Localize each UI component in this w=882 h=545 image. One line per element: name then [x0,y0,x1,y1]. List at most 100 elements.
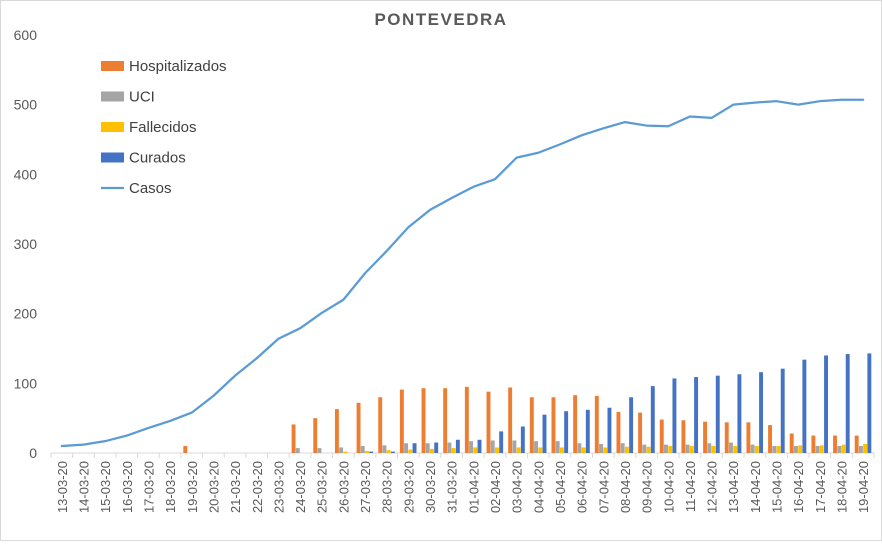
bar-fallecidos [559,447,564,453]
y-tick-label: 300 [14,236,38,252]
bars-layer [183,353,872,453]
bar-curados [369,451,374,453]
bar-fallecidos [516,447,521,453]
bar-fallecidos [581,447,586,453]
line-casos [60,98,865,448]
x-tick-label: 23-03-20 [271,461,286,513]
bar-hospitalizados [681,420,686,453]
legend-label-curados: Curados [129,150,186,167]
x-tick-label: 02-04-20 [488,461,503,513]
bar-hospitalizados [594,395,599,453]
bar-curados [520,426,525,453]
y-tick-label: 400 [14,166,38,182]
x-tick-label: 31-03-20 [445,461,460,513]
x-tick-label: 13-03-20 [55,461,70,513]
bar-curados [650,386,655,453]
x-tick-label: 14-04-20 [748,461,763,513]
bar-hospitalizados [421,388,426,453]
x-tick-label: 26-03-20 [336,461,351,513]
bar-uci [685,444,690,453]
bar-curados [455,439,460,453]
x-tick-label: 19-04-20 [856,461,871,513]
x-tick-label: 03-04-20 [510,461,525,513]
bar-curados [585,409,590,453]
bar-hospitalizados [789,433,794,453]
bar-uci [642,444,647,453]
bar-fallecidos [494,447,499,453]
x-tick-label: 18-04-20 [835,461,850,513]
bar-uci [707,443,712,453]
bar-curados [412,443,417,453]
bar-curados [542,414,547,453]
bar-fallecidos [668,446,673,453]
bar-uci [555,441,560,453]
x-tick-label: 16-04-20 [791,461,806,513]
bar-curados [607,407,612,453]
x-tick-label: 21-03-20 [228,461,243,513]
bar-hospitalizados [183,446,188,453]
bar-hospitalizados [746,422,751,453]
bar-fallecidos [711,446,716,453]
bar-fallecidos [841,444,846,453]
bar-fallecidos [603,447,608,453]
legend-swatch-uci [101,91,124,102]
bar-curados [780,368,785,453]
legend: Hospitalizados UCI Fallecidos Curados Casos [101,58,227,197]
x-tick-label: 10-04-20 [661,461,676,513]
bar-hospitalizados [529,397,534,453]
x-tick-label: 13-04-20 [726,461,741,513]
x-tick-label: 06-04-20 [575,461,590,513]
bar-hospitalizados [486,391,491,453]
bar-fallecidos [451,448,456,453]
x-tick-label: 27-03-20 [358,461,373,513]
bar-fallecidos [646,446,651,453]
bar-curados [477,439,482,453]
legend-label-casos: Casos [129,180,172,197]
bar-uci [620,443,625,453]
bar-fallecidos [408,449,413,453]
bar-uci [360,446,365,453]
x-tick-label: 16-03-20 [120,461,135,513]
bar-hospitalizados [616,411,621,453]
bar-uci [729,442,733,453]
bar-fallecidos [538,447,543,453]
x-tick-label: 08-04-20 [618,461,633,513]
x-tick-label: 20-03-20 [206,461,221,513]
bar-uci [599,443,603,453]
bar-hospitalizados [334,409,339,453]
legend-label-fallecidos: Fallecidos [129,119,197,136]
x-tick-label: 18-03-20 [163,461,178,513]
bar-hospitalizados [551,397,556,453]
y-tick-label: 100 [14,375,38,391]
bar-hospitalizados [291,424,296,453]
bar-fallecidos [473,447,478,453]
bar-hospitalizados [811,435,816,453]
bar-uci [512,440,517,453]
bar-uci [858,446,863,453]
bar-hospitalizados [724,422,729,453]
bar-curados [845,354,850,453]
y-tick-label: 600 [14,27,38,43]
bar-uci [490,440,495,453]
bar-fallecidos [624,446,629,453]
bar-hospitalizados [508,387,513,453]
bar-hospitalizados [464,386,469,453]
bar-uci [750,444,755,453]
bar-hospitalizados [573,395,578,453]
bar-hospitalizados [399,389,404,453]
bar-fallecidos [430,448,434,453]
bar-fallecidos [733,446,738,453]
x-tick-label: 09-04-20 [640,461,655,513]
bar-fallecidos [776,446,781,453]
bar-curados [715,375,720,453]
bar-uci [815,446,820,453]
bar-uci [837,446,842,453]
x-tick-label: 01-04-20 [466,461,481,513]
bar-uci [577,443,582,453]
bar-fallecidos [386,450,391,453]
x-tick-label: 25-03-20 [315,461,330,513]
bar-uci [404,443,409,453]
bar-hospitalizados [356,402,361,453]
x-tick-label: 15-03-20 [98,461,113,513]
